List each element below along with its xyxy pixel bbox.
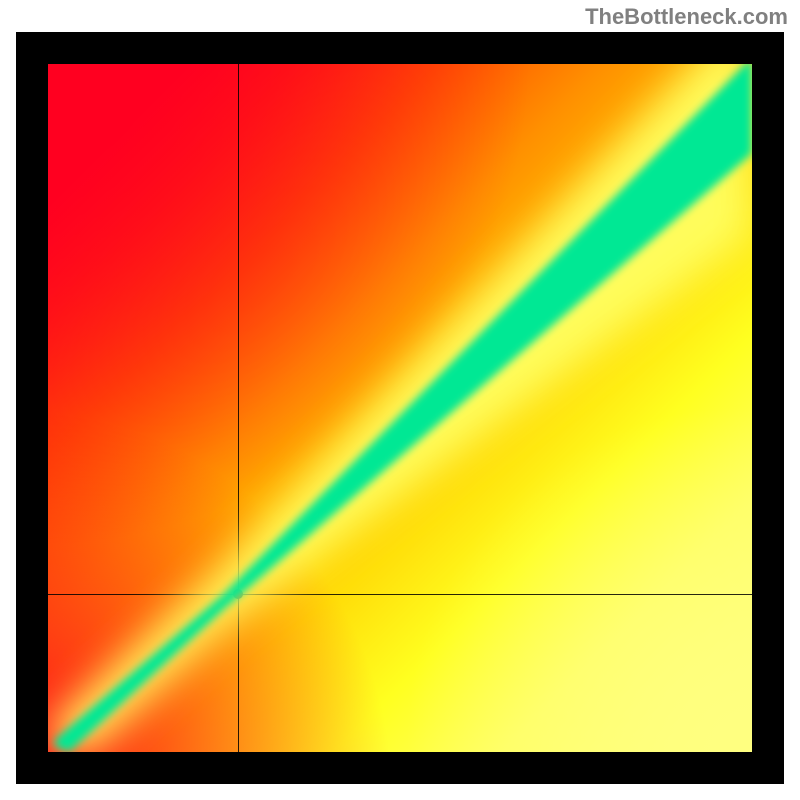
watermark-text: TheBottleneck.com bbox=[585, 4, 788, 30]
plot-area bbox=[48, 64, 752, 752]
gradient-wash-bl bbox=[16, 408, 400, 784]
crosshair-horizontal bbox=[48, 594, 752, 595]
gradient-wash-tl bbox=[16, 32, 541, 546]
crosshair-marker bbox=[233, 589, 243, 599]
ridge-core-poly bbox=[55, 64, 752, 752]
heatmap-chart bbox=[16, 32, 784, 784]
gradient-wash-br bbox=[400, 408, 784, 784]
optimal-ridge-band bbox=[48, 64, 752, 752]
crosshair-vertical bbox=[238, 64, 239, 752]
ridge-halo-poly bbox=[52, 64, 752, 752]
